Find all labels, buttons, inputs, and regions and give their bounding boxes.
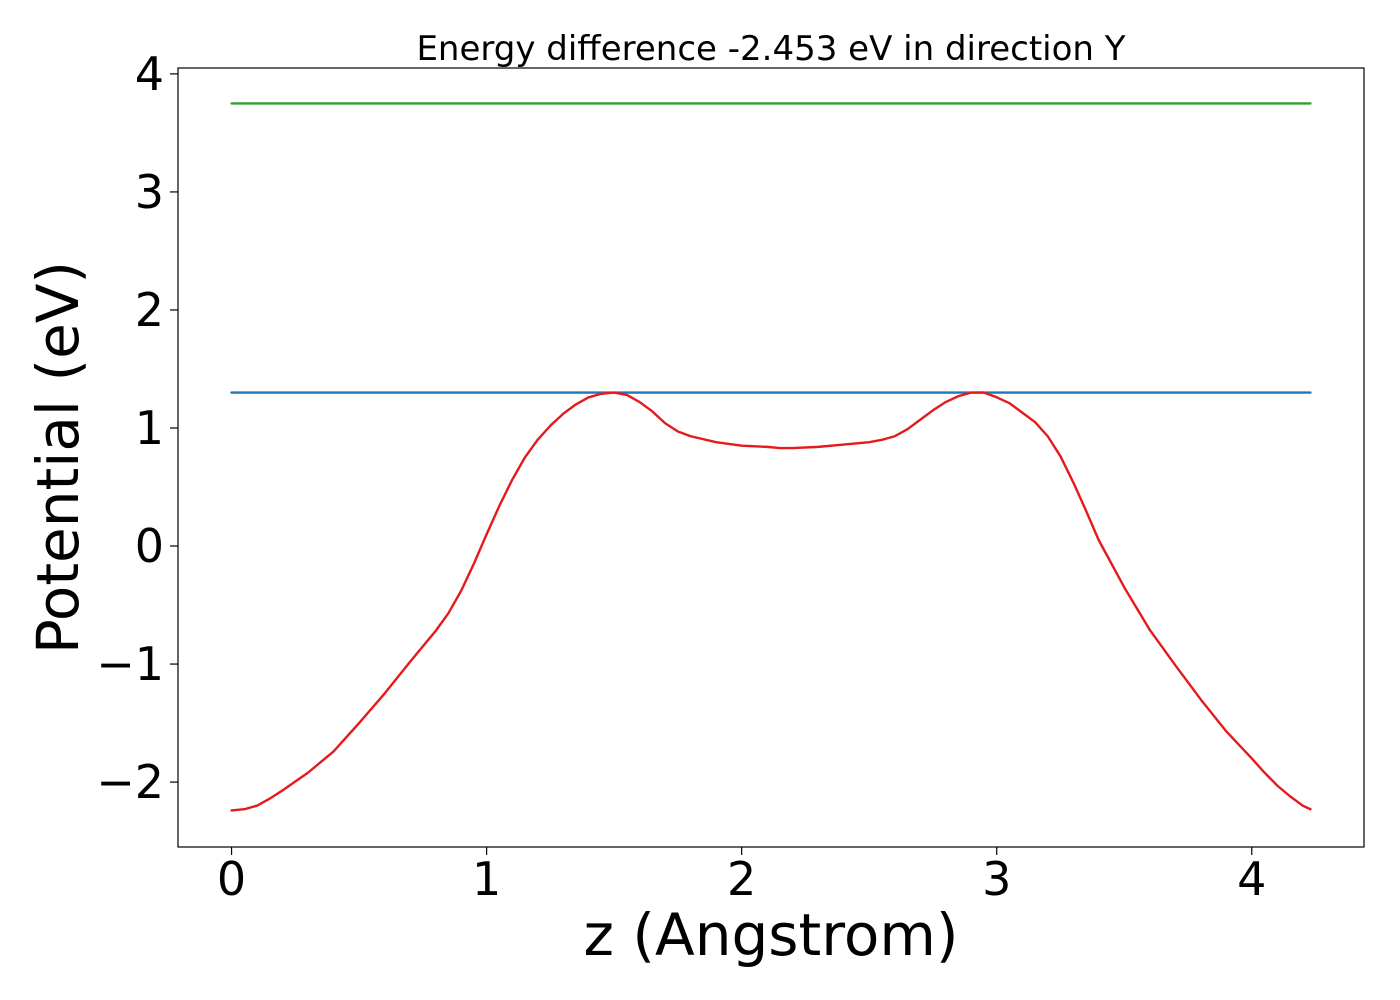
- x-tick-label: 0: [217, 852, 246, 906]
- y-tick-label: 1: [135, 401, 164, 455]
- x-tick-label: 3: [982, 852, 1011, 906]
- series-line-2: [230, 391, 1312, 812]
- y-tick-label: 3: [135, 165, 164, 219]
- x-tick-label: 1: [472, 852, 501, 906]
- chart-title: Energy difference -2.453 eV in direction…: [416, 29, 1125, 69]
- y-tick-label: −1: [96, 637, 164, 691]
- x-tick-label: 4: [1237, 852, 1266, 906]
- x-tick-label: 2: [727, 852, 756, 906]
- plot-frame: [177, 67, 1365, 848]
- y-tick-label: 2: [135, 283, 164, 337]
- y-tick-label: 4: [135, 47, 164, 101]
- y-axis-label: Potential (eV): [24, 261, 92, 654]
- ticks-layer: 0 1 2 3 4 −2 −1 0 1 2 3 4: [96, 47, 1266, 906]
- y-tick-label: 0: [135, 519, 164, 573]
- y-tick-label: −2: [96, 755, 164, 809]
- x-axis-label: z (Angstrom): [584, 901, 959, 969]
- series-layer: [230, 102, 1312, 812]
